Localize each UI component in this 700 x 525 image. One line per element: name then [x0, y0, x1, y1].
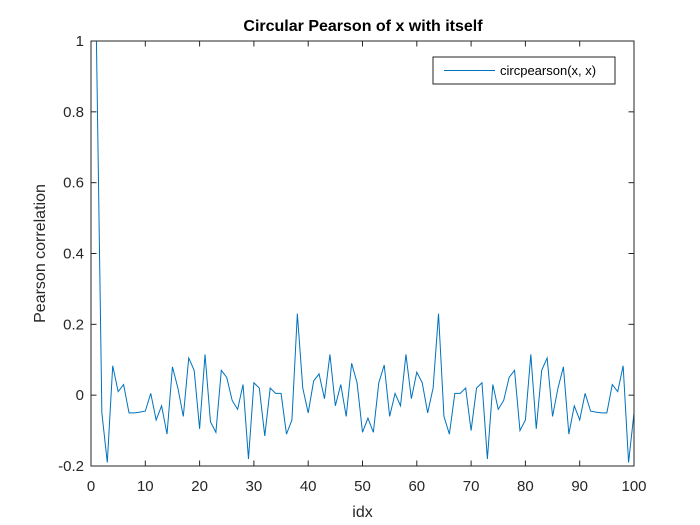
series-line-0	[95, 40, 635, 463]
plot-area	[91, 41, 634, 466]
x-tick-label: 80	[517, 478, 534, 495]
y-tick-label: 0.2	[63, 316, 84, 333]
legend-entry-label: circpearson(x, x)	[500, 63, 596, 78]
y-tick-label: 0.8	[63, 104, 84, 121]
x-axis-label: idx	[352, 504, 372, 521]
chart-title: Circular Pearson of x with itself	[243, 18, 483, 35]
y-tick-label: 1	[76, 33, 84, 50]
x-tick-label: 50	[354, 478, 371, 495]
x-tick-label: 30	[246, 478, 263, 495]
x-tick-label: 70	[463, 478, 480, 495]
x-tick-label: 10	[137, 478, 154, 495]
x-tick-label: 60	[408, 478, 425, 495]
y-tick-label: -0.2	[58, 458, 84, 475]
x-tick-label: 40	[300, 478, 317, 495]
data-layer	[95, 40, 635, 463]
ticks-layer: 0 10 20 30 40 50 60 70 80 90 100-0.200.20.40.60.81	[58, 33, 646, 495]
x-tick-label: 20	[191, 478, 208, 495]
x-tick-label: 90	[571, 478, 588, 495]
y-tick-label: 0	[76, 387, 84, 404]
y-tick-label: 0.4	[63, 246, 84, 263]
legend[interactable]: circpearson(x, x)	[432, 56, 616, 85]
x-tick-label: 0	[87, 478, 95, 495]
y-axis-label: Pearson correlation	[32, 184, 49, 323]
y-tick-label: 0.6	[63, 175, 84, 192]
x-tick-label: 100	[621, 478, 646, 495]
